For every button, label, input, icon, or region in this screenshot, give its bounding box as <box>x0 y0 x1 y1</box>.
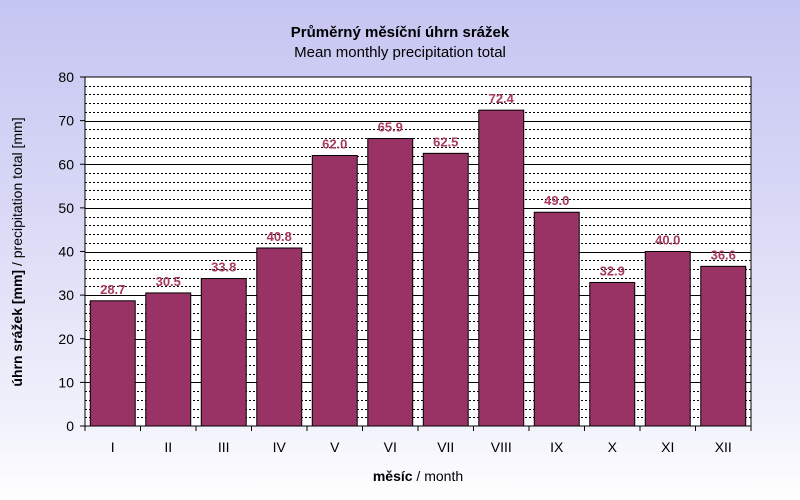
data-label-IV: 40.8 <box>267 229 292 244</box>
x-tick-label-VI: VI <box>384 439 397 455</box>
x-tick-label-XII: XII <box>715 439 732 455</box>
y-tick-label: 40 <box>58 244 74 260</box>
x-tick-label-VIII: VIII <box>491 439 512 455</box>
data-label-II: 30.5 <box>156 274 181 289</box>
x-tick-label-V: V <box>330 439 340 455</box>
data-label-V: 62.0 <box>322 137 347 152</box>
x-axis-title-normal: / month <box>413 468 464 484</box>
data-label-VI: 65.9 <box>378 120 403 135</box>
data-label-III: 33.8 <box>211 260 236 275</box>
data-labels: 28.7 30.5 33.8 40.8 62.0 65.9 62.5 72.4 49.0 32.9… <box>100 91 736 297</box>
bar-VI <box>367 138 414 427</box>
gridlines <box>85 86 751 418</box>
x-axis-ticks: I II III IV V VI VII VIII IX X XI XII <box>84 426 752 455</box>
x-tick-label-I: I <box>111 439 115 455</box>
y-tick-label: 50 <box>58 200 74 216</box>
y-tick-label: 20 <box>58 331 74 347</box>
y-tick-label: 80 <box>58 69 74 85</box>
bar-XII <box>700 265 747 427</box>
data-label-I: 28.7 <box>100 282 125 297</box>
x-axis-title: měsíc / month <box>373 468 463 484</box>
bar-X <box>589 281 636 427</box>
data-label-IX: 49.0 <box>544 193 569 208</box>
data-label-XII: 36.6 <box>711 247 736 262</box>
bar-I <box>89 300 136 427</box>
bar-II <box>145 292 192 427</box>
bar-III <box>200 278 247 427</box>
x-tick-label-II: II <box>164 439 172 455</box>
bar-V <box>311 155 358 427</box>
x-tick-label-XI: XI <box>661 439 674 455</box>
x-axis-title-bold: měsíc <box>373 468 413 484</box>
y-axis-title: úhrn srážek [mm] / precipitation total [… <box>9 117 25 386</box>
y-axis-title-normal: / precipitation total [mm] <box>9 117 25 270</box>
y-axis-ticks: 0 10 20 30 40 50 60 70 80 <box>58 69 85 434</box>
bar-IX <box>533 211 580 427</box>
bar-VIII <box>478 109 525 427</box>
data-label-XI: 40.0 <box>655 233 680 248</box>
y-tick-label: 0 <box>66 418 74 434</box>
y-tick-label: 60 <box>58 156 74 172</box>
bar-IV <box>256 247 303 427</box>
y-tick-label: 10 <box>58 374 74 390</box>
chart-title: Průměrný měsíční úhrn srážek <box>291 24 510 41</box>
chart-subtitle: Mean monthly precipitation total <box>294 44 506 61</box>
y-tick-label: 70 <box>58 113 74 129</box>
bar-VII <box>422 152 469 427</box>
x-tick-label-VII: VII <box>437 439 454 455</box>
y-tick-label: 30 <box>58 287 74 303</box>
plot-area <box>84 76 752 427</box>
x-tick-label-IV: IV <box>273 439 287 455</box>
data-label-VIII: 72.4 <box>489 91 515 106</box>
data-label-VII: 62.5 <box>433 134 458 149</box>
bars <box>89 109 747 427</box>
data-label-X: 32.9 <box>600 263 625 278</box>
y-axis-title-bold: úhrn srážek [mm] <box>9 270 25 387</box>
bar-XI <box>644 251 691 427</box>
x-tick-label-III: III <box>218 439 230 455</box>
x-tick-label-IX: IX <box>550 439 564 455</box>
x-tick-label-X: X <box>608 439 618 455</box>
